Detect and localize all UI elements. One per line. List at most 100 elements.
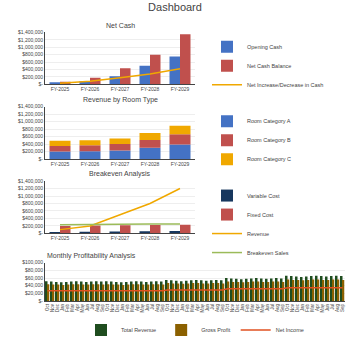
svg-text:Aug: Aug	[335, 303, 340, 312]
svg-text:Jun: Jun	[145, 303, 150, 311]
svg-text:Revenue by Room Type: Revenue by Room Type	[83, 96, 158, 104]
svg-text:Dashboard: Dashboard	[148, 1, 202, 13]
svg-text:$1,400,000: $1,400,000	[18, 178, 43, 184]
svg-text:Jun: Jun	[85, 303, 90, 311]
svg-text:Revenue: Revenue	[247, 231, 269, 237]
svg-text:Sep: Sep	[280, 303, 285, 312]
svg-text:$60,000: $60,000	[25, 275, 43, 281]
svg-text:Oct: Oct	[225, 303, 230, 311]
svg-text:Dec: Dec	[55, 303, 60, 312]
svg-text:Dec: Dec	[295, 303, 300, 312]
svg-text:$1,000,000: $1,000,000	[18, 44, 43, 50]
svg-text:Apr: Apr	[315, 303, 320, 311]
svg-text:FY-2027: FY-2027	[111, 86, 130, 92]
svg-text:$1,200,000: $1,200,000	[18, 185, 43, 191]
svg-text:FY-2029: FY-2029	[171, 161, 190, 167]
svg-text:Nov: Nov	[50, 303, 55, 312]
svg-text:$400,000: $400,000	[22, 141, 43, 147]
svg-text:Jun: Jun	[205, 303, 210, 311]
svg-text:FY-2026: FY-2026	[81, 235, 100, 241]
svg-text:Oct: Oct	[105, 303, 110, 311]
svg-text:Feb: Feb	[305, 303, 310, 311]
svg-text:Sep: Sep	[220, 303, 225, 312]
svg-text:Feb: Feb	[65, 303, 70, 311]
svg-text:$800,000: $800,000	[22, 51, 43, 57]
svg-text:Feb: Feb	[125, 303, 130, 311]
svg-text:Apr: Apr	[135, 303, 140, 311]
svg-text:Aug: Aug	[215, 303, 220, 312]
svg-text:Jul: Jul	[330, 304, 335, 310]
svg-text:Sep: Sep	[340, 303, 345, 312]
svg-text:$1,000,000: $1,000,000	[18, 193, 43, 199]
svg-text:$40,000: $40,000	[25, 282, 43, 288]
svg-text:$600,000: $600,000	[22, 133, 43, 139]
svg-text:Nov: Nov	[170, 303, 175, 312]
svg-text:Sep: Sep	[160, 303, 165, 312]
svg-text:Monthly Profitability Analysis: Monthly Profitability Analysis	[47, 252, 136, 260]
svg-text:$20,000: $20,000	[25, 290, 43, 296]
svg-text:Mar: Mar	[70, 303, 75, 311]
svg-text:Jan: Jan	[180, 303, 185, 311]
svg-text:Aug: Aug	[155, 303, 160, 312]
svg-text:Net Cash Balance: Net Cash Balance	[247, 63, 291, 69]
svg-text:Jul: Jul	[270, 304, 275, 310]
svg-text:Sep: Sep	[100, 303, 105, 312]
svg-text:FY-2029: FY-2029	[171, 235, 190, 241]
svg-text:FY-2025: FY-2025	[51, 161, 70, 167]
svg-text:Dec: Dec	[175, 303, 180, 312]
svg-text:FY-2028: FY-2028	[141, 235, 160, 241]
svg-text:Jul: Jul	[90, 304, 95, 310]
svg-text:Net Cash: Net Cash	[106, 22, 135, 29]
svg-text:$1,200,000: $1,200,000	[18, 37, 43, 43]
svg-text:FY-2029: FY-2029	[171, 86, 190, 92]
svg-text:$1,400,000: $1,400,000	[18, 103, 43, 109]
svg-text:$1,400,000: $1,400,000	[18, 29, 43, 35]
svg-text:Feb: Feb	[245, 303, 250, 311]
svg-text:May: May	[320, 303, 325, 312]
svg-text:Apr: Apr	[195, 303, 200, 311]
svg-text:Fixed Cost: Fixed Cost	[247, 212, 274, 218]
svg-text:Total Revenue: Total Revenue	[121, 327, 156, 333]
svg-text:Oct: Oct	[285, 303, 290, 311]
svg-text:Net Increase/Decrease in Cash: Net Increase/Decrease in Cash	[247, 82, 323, 88]
svg-text:FY-2028: FY-2028	[141, 161, 160, 167]
svg-text:Apr: Apr	[75, 303, 80, 311]
svg-text:$-: $-	[39, 298, 44, 304]
svg-text:Oct: Oct	[45, 303, 50, 311]
svg-text:$1,200,000: $1,200,000	[18, 111, 43, 117]
svg-text:Jan: Jan	[300, 303, 305, 311]
svg-text:Variable Cost: Variable Cost	[247, 193, 280, 199]
svg-text:$200,000: $200,000	[22, 74, 43, 80]
svg-text:$1,000,000: $1,000,000	[18, 118, 43, 124]
svg-text:$800,000: $800,000	[22, 200, 43, 206]
svg-text:$400,000: $400,000	[22, 66, 43, 72]
svg-text:FY-2026: FY-2026	[81, 161, 100, 167]
svg-text:Mar: Mar	[310, 303, 315, 311]
svg-text:May: May	[200, 303, 205, 312]
svg-text:$600,000: $600,000	[22, 59, 43, 65]
svg-text:Jun: Jun	[265, 303, 270, 311]
svg-text:$600,000: $600,000	[22, 208, 43, 214]
svg-text:Room Category A: Room Category A	[247, 118, 291, 124]
svg-text:$-: $-	[39, 230, 44, 236]
svg-text:Mar: Mar	[250, 303, 255, 311]
svg-text:FY-2028: FY-2028	[141, 86, 160, 92]
svg-text:FY-2025: FY-2025	[51, 86, 70, 92]
svg-text:Aug: Aug	[275, 303, 280, 312]
svg-text:Breakeven Sales: Breakeven Sales	[247, 250, 289, 256]
svg-text:Jun: Jun	[325, 303, 330, 311]
svg-text:FY-2026: FY-2026	[81, 86, 100, 92]
svg-text:Net Income: Net Income	[276, 327, 304, 333]
svg-text:Aug: Aug	[95, 303, 100, 312]
svg-text:$400,000: $400,000	[22, 215, 43, 221]
svg-text:Nov: Nov	[290, 303, 295, 312]
svg-text:May: May	[80, 303, 85, 312]
svg-text:Breakeven Analysis: Breakeven Analysis	[89, 170, 151, 178]
svg-text:Room Category C: Room Category C	[247, 156, 291, 162]
svg-text:FY-2027: FY-2027	[111, 235, 130, 241]
svg-text:FY-2027: FY-2027	[111, 161, 130, 167]
svg-text:Mar: Mar	[190, 303, 195, 311]
svg-text:$200,000: $200,000	[22, 223, 43, 229]
svg-text:$200,000: $200,000	[22, 148, 43, 154]
svg-text:Jan: Jan	[240, 303, 245, 311]
